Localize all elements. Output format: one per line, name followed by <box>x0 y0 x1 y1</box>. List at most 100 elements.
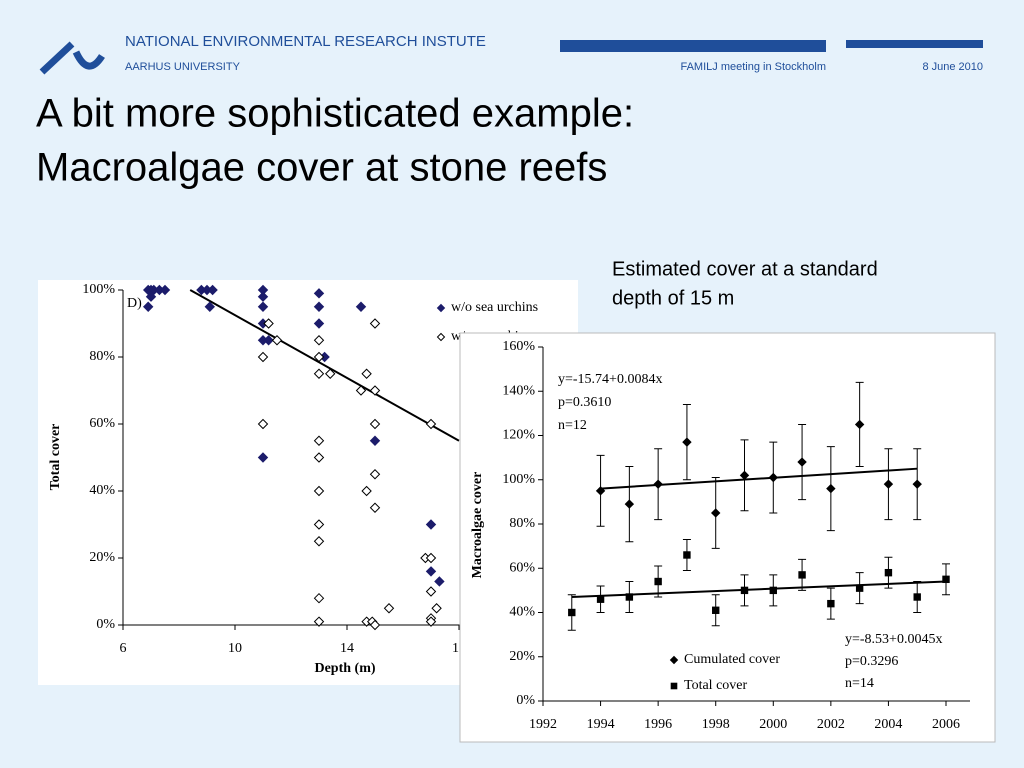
caption: Estimated cover at a standard <box>612 258 878 280</box>
y-tick-label: 40% <box>509 605 535 620</box>
marker <box>739 470 750 481</box>
x-tick-label: 1994 <box>587 717 615 732</box>
marker <box>369 469 381 480</box>
caption: depth of 15 m <box>612 287 734 309</box>
marker <box>313 288 325 299</box>
marker <box>257 452 269 463</box>
marker <box>257 301 269 312</box>
marker <box>942 575 950 584</box>
marker <box>313 318 325 329</box>
y-axis-label: Total cover <box>48 424 63 491</box>
y-tick-label: 100% <box>502 472 535 487</box>
x-tick-label: 10 <box>228 641 242 656</box>
marker <box>313 368 325 379</box>
marker <box>798 571 806 579</box>
marker <box>313 519 325 530</box>
x-tick-label: 1992 <box>529 717 557 732</box>
x-tick-label: 14 <box>340 641 354 656</box>
marker <box>625 593 634 601</box>
marker <box>369 318 381 329</box>
x-tick-label: 1996 <box>644 717 672 732</box>
legend-marker <box>670 682 678 690</box>
annotation: D) <box>127 296 142 311</box>
logo <box>39 41 105 75</box>
trend-line <box>600 467 918 490</box>
marker <box>355 301 367 312</box>
y-tick-label: 20% <box>89 550 115 565</box>
marker <box>324 368 336 379</box>
y-tick-label: 0% <box>516 693 535 708</box>
legend-label: Total cover <box>684 678 747 693</box>
x-tick-label: 6 <box>120 641 127 656</box>
marker <box>313 351 325 363</box>
y-tick-label: 160% <box>502 339 535 354</box>
marker <box>369 619 381 631</box>
marker <box>595 486 606 496</box>
y-tick-label: 40% <box>89 483 115 498</box>
y-tick-label: 60% <box>509 560 535 575</box>
marker <box>145 291 157 302</box>
marker <box>797 457 807 467</box>
marker <box>682 437 692 447</box>
annotation: p=0.3610 <box>558 395 611 410</box>
marker <box>271 335 283 346</box>
marker <box>207 284 218 296</box>
legend-label: w/o sea urchins <box>451 300 538 315</box>
marker <box>361 485 372 497</box>
marker <box>653 479 663 489</box>
marker <box>257 418 269 430</box>
marker <box>257 351 269 363</box>
y-tick-label: 80% <box>89 349 115 364</box>
marker <box>313 452 325 463</box>
y-tick-label: 20% <box>509 649 535 664</box>
header-bar <box>560 40 826 52</box>
marker <box>257 291 269 302</box>
y-tick-label: 140% <box>502 383 535 398</box>
trend-line <box>189 289 460 442</box>
legend-label: Cumulated cover <box>684 652 780 667</box>
marker <box>912 479 922 489</box>
marker <box>313 536 325 547</box>
marker <box>313 435 325 446</box>
annotation: n=14 <box>845 676 874 691</box>
marker <box>369 385 381 396</box>
marker <box>683 551 691 559</box>
x-tick-label: 1998 <box>702 717 730 732</box>
marker <box>369 435 381 446</box>
meeting: FAMILJ meeting in Stockholm <box>680 61 826 73</box>
marker <box>855 584 864 592</box>
marker <box>159 284 171 296</box>
marker <box>568 608 576 617</box>
x-tick-label: 2006 <box>932 717 960 732</box>
marker <box>313 335 325 346</box>
university: AARHUS UNIVERSITY <box>125 61 241 73</box>
y-tick-label: 60% <box>89 416 115 431</box>
marker <box>425 616 437 627</box>
marker <box>712 606 720 614</box>
y-axis-label: Macroalgae cover <box>470 472 485 579</box>
marker <box>425 586 437 597</box>
marker <box>361 368 372 379</box>
marker <box>425 552 437 564</box>
x-tick-label: 2002 <box>817 717 845 732</box>
marker <box>369 418 381 430</box>
marker <box>313 616 325 627</box>
marker <box>431 603 442 614</box>
legend-marker <box>669 655 679 665</box>
marker <box>313 485 325 497</box>
marker <box>263 318 274 329</box>
marker <box>355 385 367 396</box>
marker <box>425 519 437 530</box>
x-tick-label: 2000 <box>759 717 787 732</box>
date: 8 June 2010 <box>922 61 983 73</box>
marker <box>740 586 749 595</box>
legend-marker <box>436 332 446 342</box>
y-tick-label: 120% <box>502 428 535 443</box>
y-tick-label: 80% <box>509 516 535 531</box>
marker <box>711 508 721 518</box>
annotation: p=0.3296 <box>845 654 898 669</box>
marker <box>884 568 893 577</box>
chart: 0% 20% 40% 60% 80% 100% 120% 140% 160% 1992 1994 19… <box>459 332 996 743</box>
marker <box>768 472 778 483</box>
